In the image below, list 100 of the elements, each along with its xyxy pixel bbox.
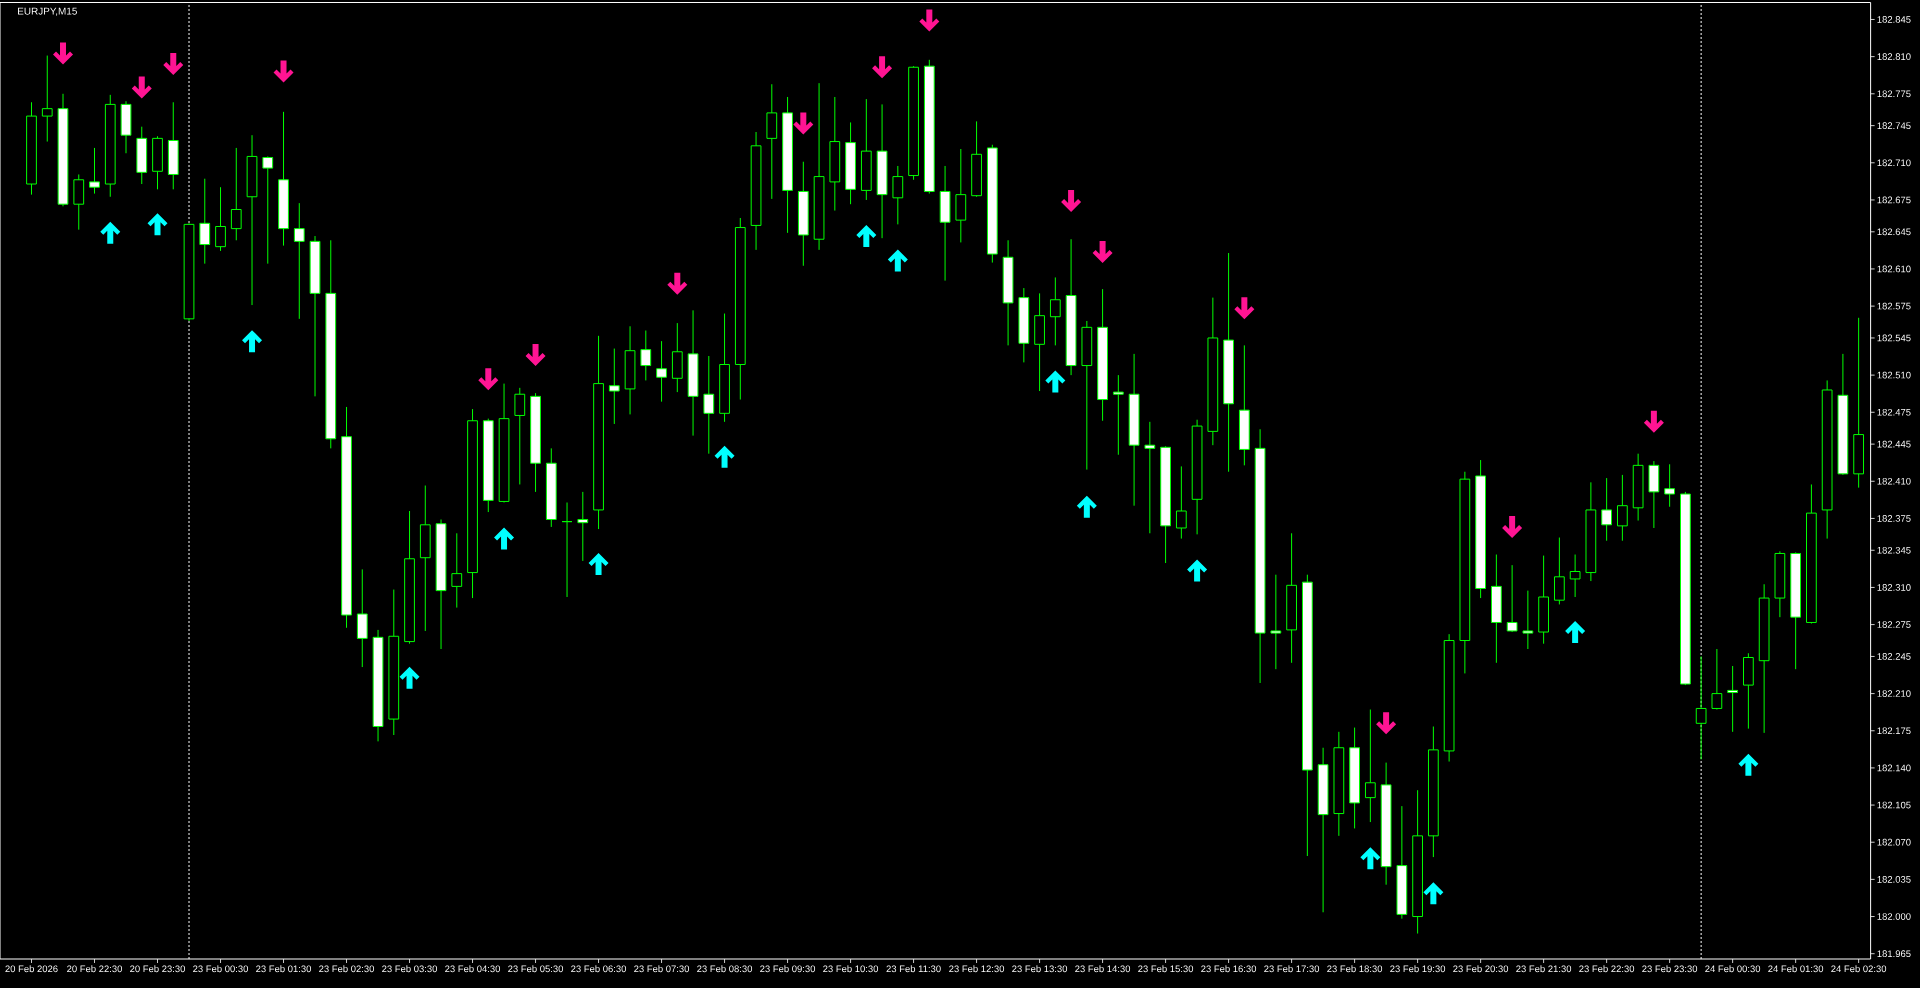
y-tick-label: 182.210 xyxy=(1877,690,1911,697)
x-tick-label: 23 Feb 15:30 xyxy=(1138,965,1194,973)
x-tick-label: 24 Feb 01:30 xyxy=(1768,965,1824,973)
y-tick-label: 182.845 xyxy=(1877,16,1911,23)
candlestick xyxy=(656,340,667,403)
candlestick xyxy=(703,355,715,455)
candlestick xyxy=(1601,477,1613,542)
x-tick-label: 20 Feb 22:30 xyxy=(67,965,123,973)
y-tick-label: 182.445 xyxy=(1877,440,1911,448)
x-tick-label: 23 Feb 22:30 xyxy=(1579,965,1635,973)
y-tick-label: 182.140 xyxy=(1877,764,1911,772)
y-tick-label: 182.645 xyxy=(1877,228,1911,236)
point xyxy=(494,527,515,550)
candlestick xyxy=(892,165,904,225)
point xyxy=(1045,370,1066,393)
candlestick xyxy=(1522,590,1534,650)
point xyxy=(1565,621,1586,644)
candlestick xyxy=(230,147,242,241)
x-tick-label: 23 Feb 03:30 xyxy=(382,965,438,973)
point xyxy=(1738,753,1759,776)
y-tick-label: 182.275 xyxy=(1877,621,1911,628)
y-tick-label: 182.545 xyxy=(1877,334,1911,342)
point xyxy=(53,42,73,65)
x-tick-label: 23 Feb 14:30 xyxy=(1075,965,1131,973)
candlestick xyxy=(1711,648,1723,711)
point xyxy=(667,272,688,295)
y-tick-label: 182.475 xyxy=(1877,408,1911,416)
point xyxy=(1061,190,1082,213)
x-tick-label: 23 Feb 11:30 xyxy=(886,965,941,973)
point xyxy=(100,221,121,244)
x-tick-label: 23 Feb 21:30 xyxy=(1516,965,1572,973)
x-tick-label: 23 Feb 16:30 xyxy=(1201,965,1257,973)
x-tick-label: 23 Feb 23:30 xyxy=(1642,965,1698,973)
candlestick xyxy=(608,348,620,425)
candlestick xyxy=(1506,564,1518,633)
candlestick xyxy=(1270,574,1282,670)
candlestick xyxy=(1364,709,1376,823)
x-tick-label: 23 Feb 02:30 xyxy=(319,965,375,973)
point xyxy=(887,249,908,272)
x-tick-label: 23 Feb 09:30 xyxy=(760,965,816,973)
x-tick-label: 23 Feb 19:30 xyxy=(1390,965,1446,973)
x-tick-label: 23 Feb 04:30 xyxy=(445,965,501,973)
candlestick xyxy=(89,147,100,195)
point xyxy=(163,53,184,76)
y-tick-label: 182.345 xyxy=(1877,546,1911,554)
point xyxy=(1076,495,1097,518)
candlestick xyxy=(1112,374,1124,456)
candlestick xyxy=(1727,665,1739,733)
x-tick-label: 23 Feb 10:30 xyxy=(823,965,879,973)
candlestick xyxy=(577,491,589,562)
candlestick xyxy=(199,178,211,265)
y-tick-label: 182.610 xyxy=(1877,265,1911,273)
y-tick-label: 182.070 xyxy=(1877,838,1911,846)
point xyxy=(1502,515,1523,538)
candlestick xyxy=(514,387,526,485)
y-tick-label: 182.375 xyxy=(1877,515,1911,522)
candlestick xyxy=(215,186,226,252)
point xyxy=(1092,240,1113,263)
x-tick-label: 24 Feb 02:30 xyxy=(1831,965,1887,973)
x-tick-label: 23 Feb 06:30 xyxy=(571,965,627,973)
point xyxy=(273,60,294,83)
x-tick-label: 20 Feb 23:30 xyxy=(130,965,186,973)
x-tick-label: 24 Feb 00:30 xyxy=(1705,965,1761,973)
y-tick-label: 182.510 xyxy=(1877,371,1911,379)
candlestick xyxy=(1569,554,1581,598)
y-tick-label: 182.035 xyxy=(1877,876,1911,883)
y-tick-label: 182.710 xyxy=(1877,159,1911,167)
x-tick-label: 23 Feb 20:30 xyxy=(1453,965,1509,973)
y-tick-label: 182.175 xyxy=(1877,727,1911,735)
point xyxy=(242,330,263,353)
point xyxy=(588,553,609,576)
candlestick xyxy=(640,330,652,381)
y-tick-label: 182.675 xyxy=(1877,196,1911,204)
point xyxy=(525,343,546,366)
x-tick-label: 23 Feb 08:30 xyxy=(697,965,753,973)
point xyxy=(793,112,814,135)
point xyxy=(1187,559,1208,582)
y-tick-label: 182.105 xyxy=(1877,801,1911,809)
candlestick xyxy=(451,532,463,609)
y-tick-label: 182.775 xyxy=(1877,90,1911,98)
point xyxy=(1234,297,1255,320)
candlestick xyxy=(41,55,53,143)
candlestick xyxy=(1695,655,1707,760)
candlestick xyxy=(1616,474,1628,542)
candlestick xyxy=(1175,465,1187,540)
candlestick xyxy=(1553,537,1565,605)
point xyxy=(714,445,735,468)
y-tick-label: 182.000 xyxy=(1877,913,1911,920)
y-tick-label: 182.245 xyxy=(1877,653,1911,660)
x-tick-label: 23 Feb 18:30 xyxy=(1327,965,1383,973)
y-tick-label: 182.575 xyxy=(1877,302,1911,310)
point xyxy=(856,225,877,248)
x-tick-label: 20 Feb 2026 xyxy=(5,965,58,973)
y-tick-label: 182.745 xyxy=(1877,122,1911,129)
y-tick-label: 181.965 xyxy=(1877,950,1911,958)
y-tick-label: 182.410 xyxy=(1877,477,1911,485)
candlestick xyxy=(561,502,573,598)
point xyxy=(1643,410,1664,433)
point xyxy=(147,213,168,236)
y-tick-label: 182.310 xyxy=(1877,584,1911,591)
